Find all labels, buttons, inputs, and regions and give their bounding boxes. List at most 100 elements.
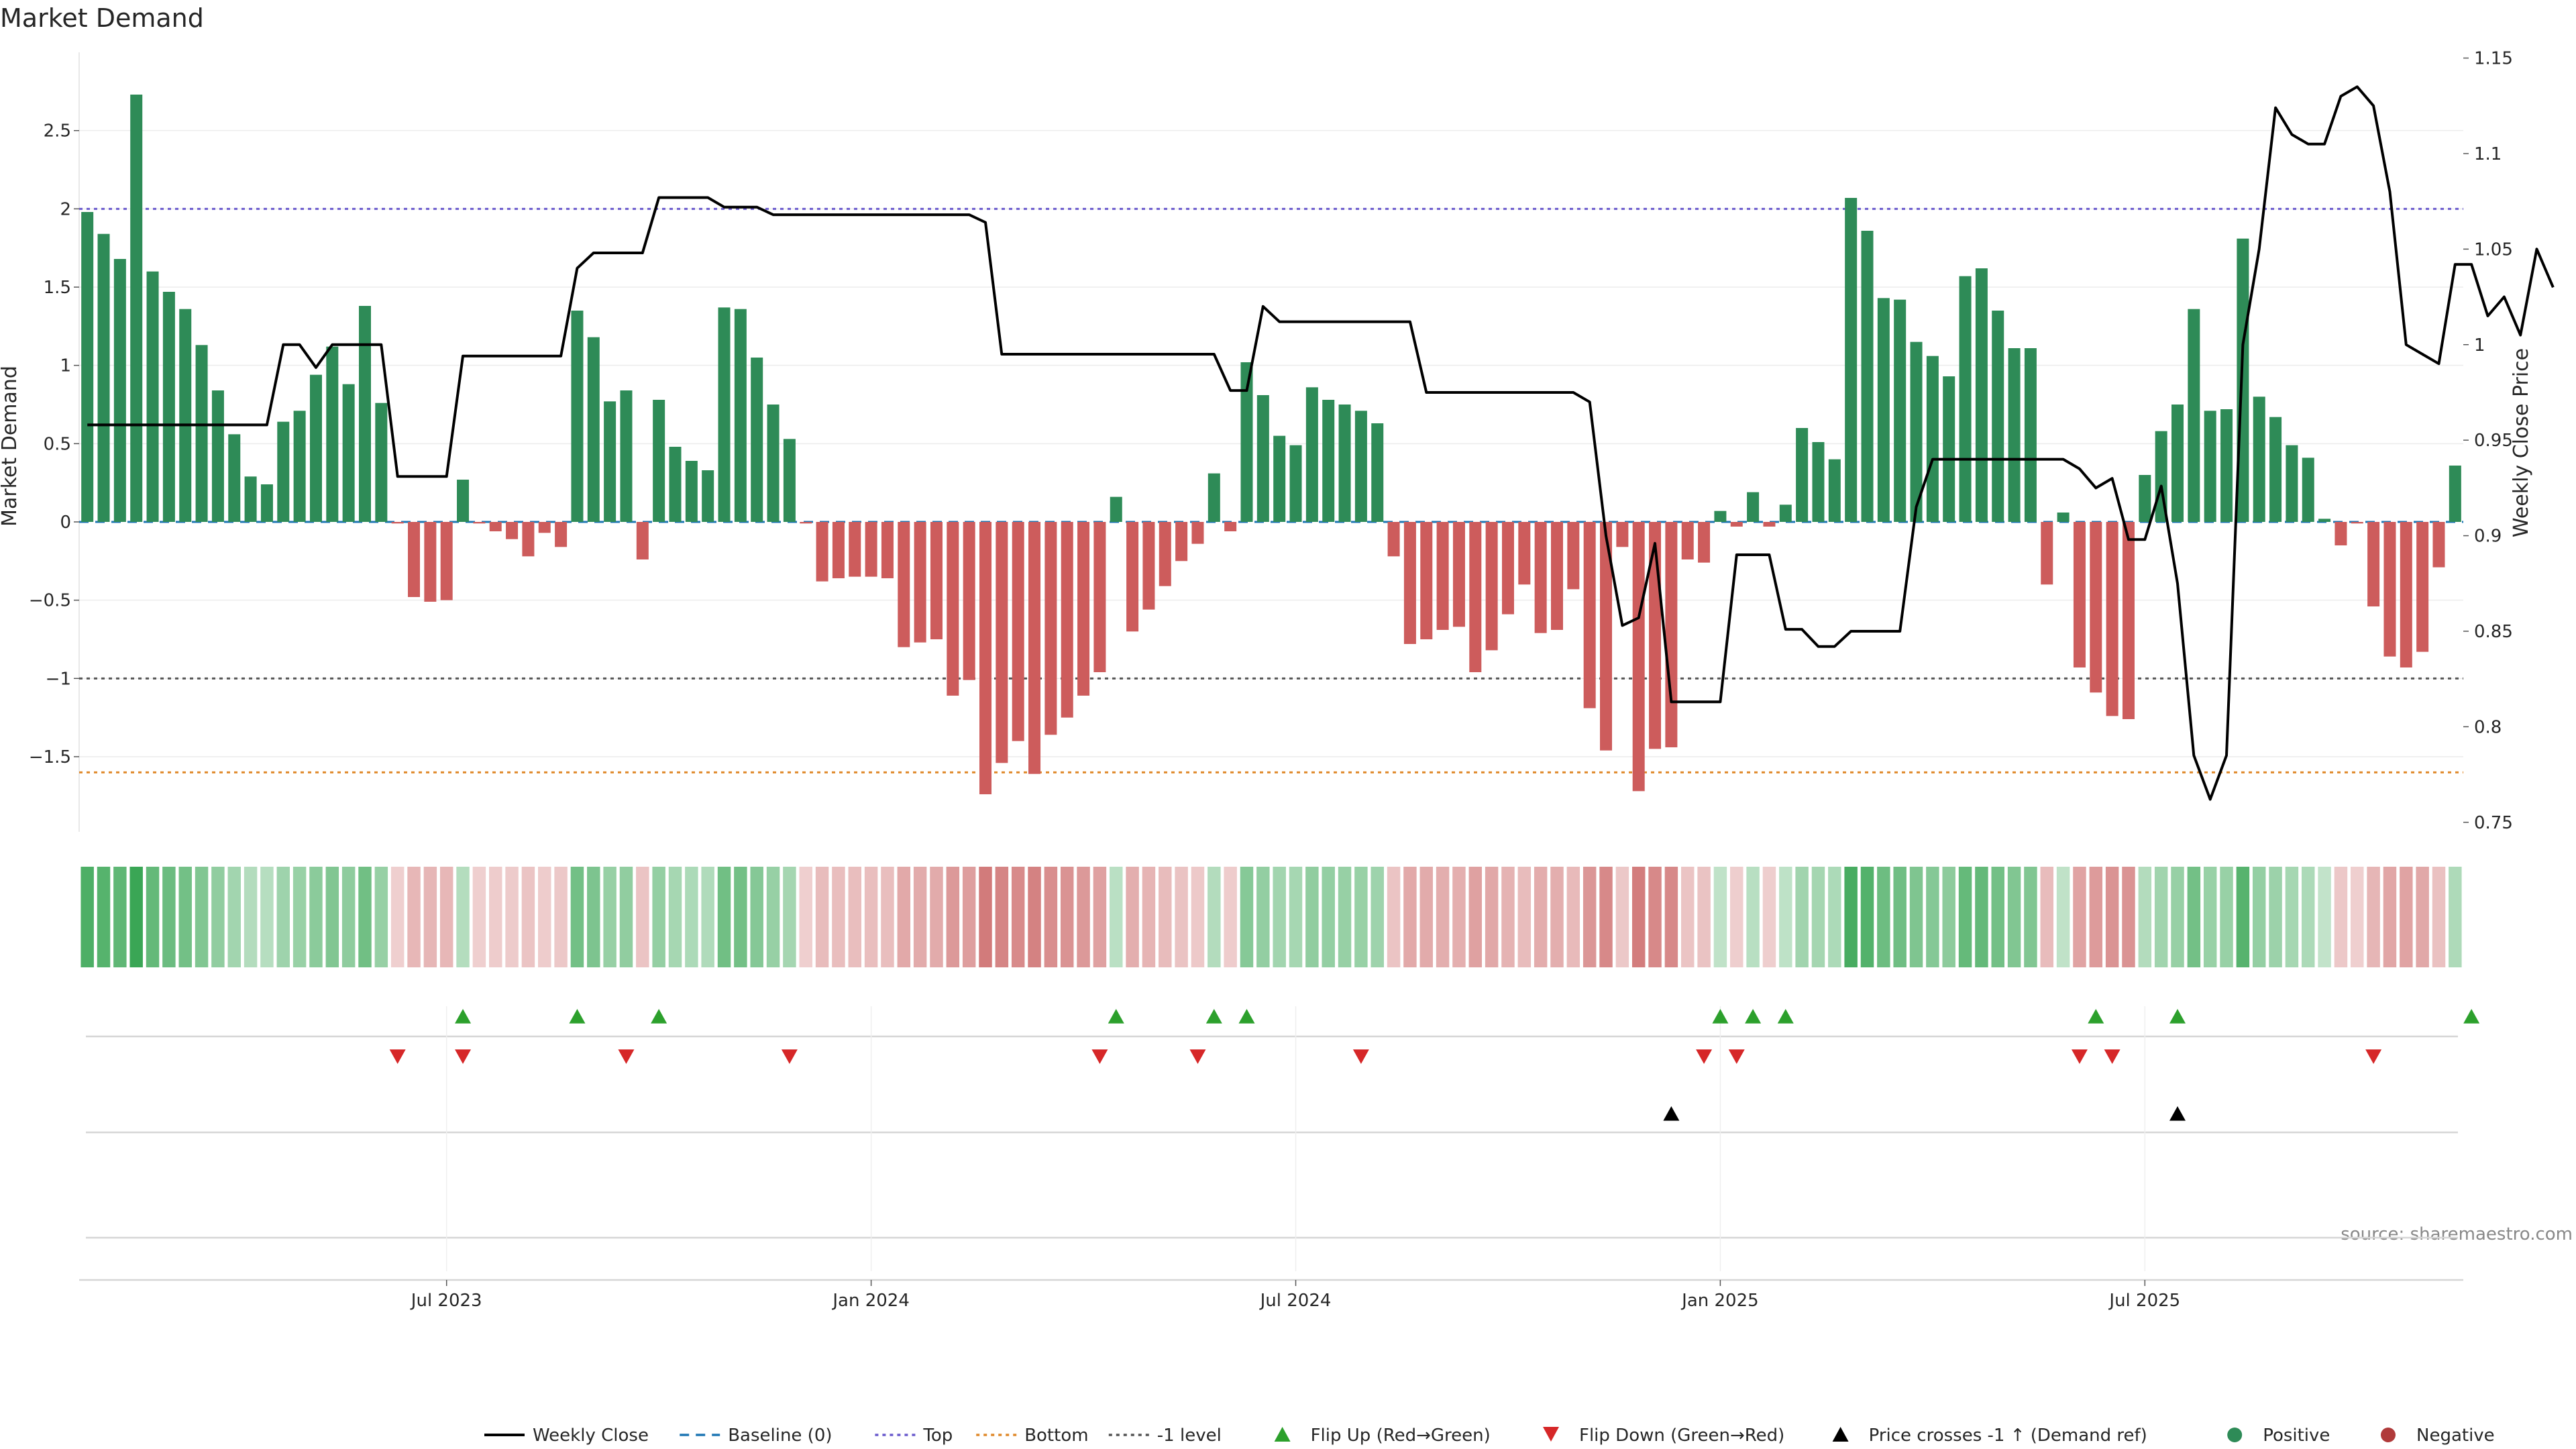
demand-bar-99 (1698, 522, 1711, 563)
demand-bar-72 (1256, 395, 1269, 522)
demand-bar-128 (2171, 405, 2184, 522)
demand-bar-103 (1763, 522, 1776, 527)
heat-cell-115 (1958, 867, 1972, 967)
heat-cell-28 (538, 867, 551, 967)
heat-cell-81 (1403, 867, 1417, 967)
flip-up-marker-5 (1238, 1009, 1255, 1024)
heat-cell-57 (1011, 867, 1025, 967)
demand-bar-27 (522, 522, 535, 557)
heat-cell-128 (2171, 867, 2184, 967)
heat-cell-107 (1828, 867, 1841, 967)
heat-cell-106 (1811, 867, 1825, 967)
y2-axis-label: Weekly Close Price (2510, 348, 2533, 537)
heat-cell-61 (1077, 867, 1090, 967)
heat-cell-99 (1697, 867, 1711, 967)
y-axis-label: Market Demand (0, 366, 21, 527)
y-tick-label-4: 0.5 (44, 434, 71, 454)
demand-bar-75 (1305, 387, 1318, 522)
demand-bar-47 (849, 522, 861, 577)
heat-cell-3 (129, 867, 143, 967)
heat-cell-6 (178, 867, 192, 967)
heat-cell-135 (2285, 867, 2299, 967)
heat-cell-92 (1582, 867, 1597, 967)
heat-cell-118 (2007, 867, 2021, 967)
heat-cell-126 (2138, 867, 2152, 967)
heat-cell-79 (1371, 867, 1384, 967)
heat-cell-117 (1991, 867, 2004, 967)
demand-bar-45 (816, 522, 828, 582)
demand-bar-42 (767, 405, 780, 522)
legend-label-8: Positive (2263, 1426, 2330, 1446)
heat-cell-95 (1631, 867, 1646, 967)
demand-bar-140 (2367, 522, 2380, 606)
flip-down-marker-0 (389, 1049, 406, 1064)
flip-up-marker-7 (1745, 1009, 1762, 1024)
heat-cell-36 (668, 867, 682, 967)
demand-bar-35 (653, 400, 665, 522)
demand-bar-126 (2139, 475, 2151, 522)
heat-cell-66 (1159, 867, 1172, 967)
heat-cell-73 (1273, 867, 1286, 967)
heat-cell-4 (146, 867, 160, 967)
flip-down-marker-10 (2104, 1049, 2121, 1064)
demand-bar-136 (2302, 458, 2314, 522)
flip-down-marker-3 (781, 1049, 798, 1064)
heat-cell-20 (407, 867, 421, 967)
heat-cell-132 (2236, 867, 2250, 967)
legend-item-0: Weekly Close (484, 1426, 649, 1446)
demand-bar-4 (146, 271, 159, 522)
flip-down-marker-2 (618, 1049, 635, 1064)
heat-cell-59 (1044, 867, 1058, 967)
flip-up-marker-1 (569, 1009, 586, 1024)
heat-cell-64 (1126, 867, 1139, 967)
heat-cell-42 (766, 867, 780, 967)
legend-label-3: Bottom (1024, 1426, 1088, 1446)
heat-cell-49 (881, 867, 894, 967)
heat-cell-32 (603, 867, 616, 967)
demand-bar-64 (1126, 522, 1139, 632)
heat-cell-143 (2416, 867, 2429, 967)
demand-bar-84 (1452, 522, 1465, 627)
heat-cell-129 (2187, 867, 2201, 967)
heat-cell-96 (1648, 867, 1662, 967)
heat-cell-58 (1028, 867, 1041, 967)
heat-cell-12 (276, 867, 290, 967)
demand-bar-120 (2041, 522, 2053, 585)
y-tick-label-8: −1.5 (29, 747, 71, 767)
demand-bar-14 (309, 374, 322, 522)
demand-bar-138 (2334, 522, 2347, 545)
demand-bar-12 (277, 421, 290, 522)
demand-bar-52 (930, 522, 943, 639)
heat-cell-127 (2154, 867, 2168, 967)
demand-bar-81 (1403, 522, 1416, 644)
heat-cell-17 (358, 867, 372, 967)
heat-cell-123 (2089, 867, 2103, 967)
demand-bar-125 (2122, 522, 2135, 719)
y-axis: 2.5 2 1.5 1 0.5 0 −0.5 −1 −1.5 (29, 121, 79, 767)
flip-up-marker-2 (651, 1009, 667, 1024)
heat-cell-62 (1093, 867, 1107, 967)
demand-bar-23 (457, 480, 470, 522)
demand-bar-135 (2286, 445, 2298, 522)
x-axis: Jul 2023 Jan 2024 Jul 2024 Jan 2025 Jul 2025 (410, 1280, 2180, 1311)
demand-bar-24 (473, 522, 486, 524)
demand-bar-63 (1110, 496, 1122, 522)
heat-cell-88 (1517, 867, 1532, 967)
legend-label-6: Flip Down (Green→Red) (1579, 1426, 1784, 1446)
demand-bar-58 (1028, 522, 1041, 774)
legend-swatch-9 (2381, 1428, 2396, 1442)
demand-bar-43 (783, 439, 796, 522)
heat-cell-119 (2024, 867, 2037, 967)
legend-item-6: Flip Down (Green→Red) (1543, 1426, 1784, 1446)
heat-cell-72 (1256, 867, 1270, 967)
grid-layer (78, 52, 2463, 832)
legend-label-7: Price crosses -1 ↑ (Demand ref) (1869, 1426, 2147, 1446)
heat-cell-101 (1730, 867, 1743, 967)
demand-bar-60 (1061, 522, 1073, 718)
heat-cell-89 (1534, 867, 1548, 967)
y2-tick-label-7: 0.8 (2474, 717, 2502, 737)
demand-bar-56 (996, 522, 1008, 763)
heat-cell-14 (309, 867, 323, 967)
demand-bar-29 (555, 522, 568, 547)
demand-bar-71 (1240, 362, 1253, 522)
